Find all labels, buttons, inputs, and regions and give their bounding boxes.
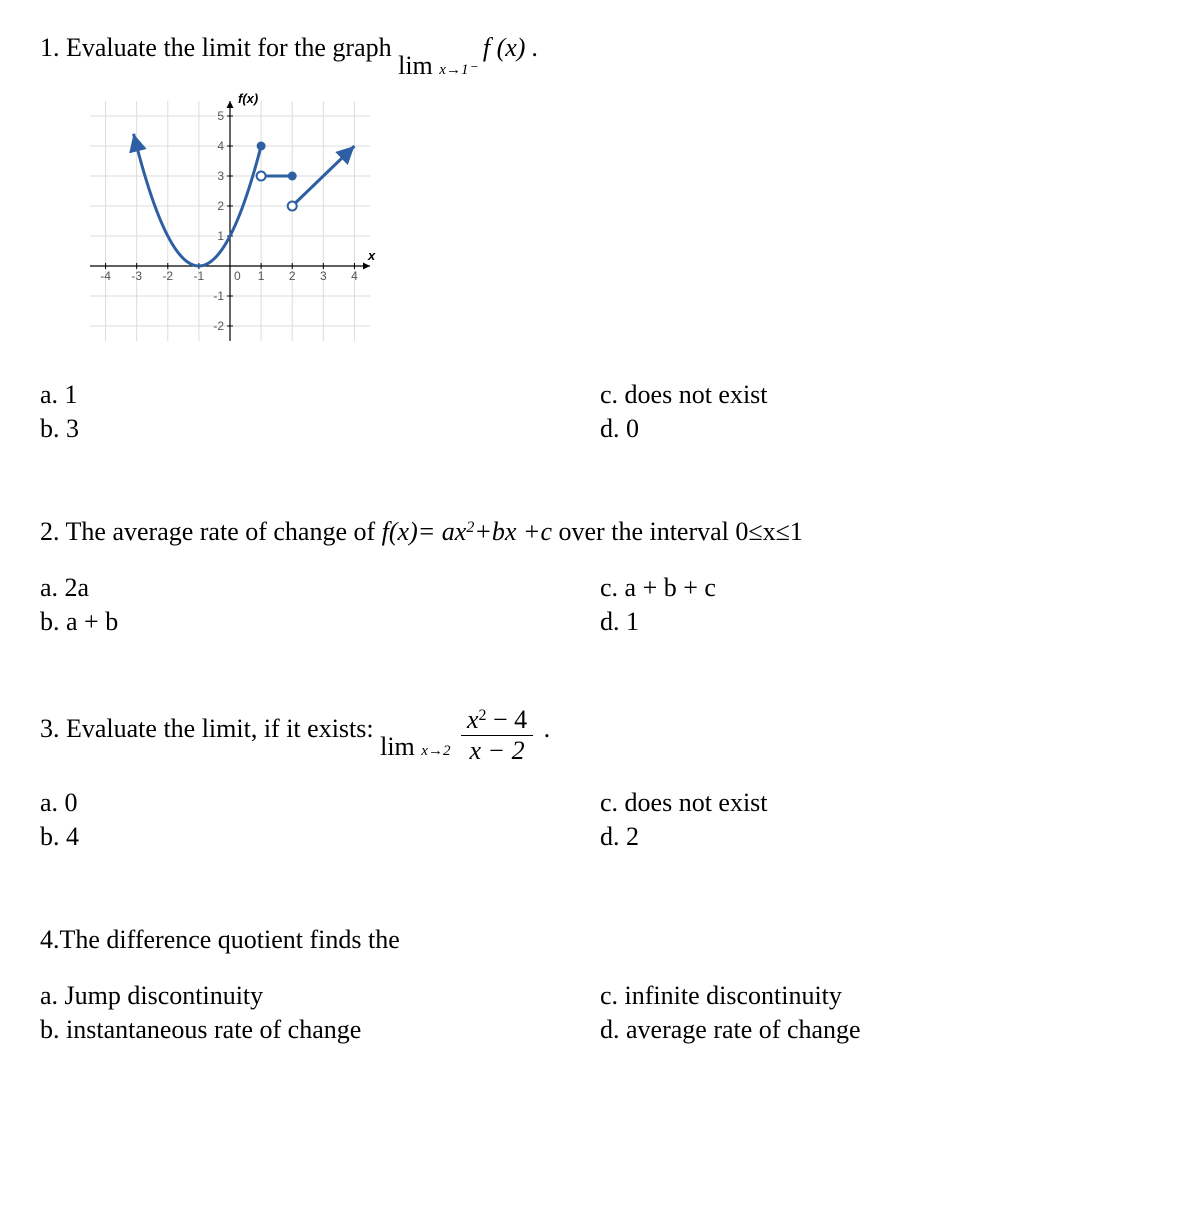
svg-text:3: 3 [217,169,224,183]
q1-prompt-suffix: f (x) . [483,33,539,62]
q1-ans-d: d. 0 [600,414,1120,444]
q3-lim-top: lim [380,732,415,761]
svg-text:-1: -1 [194,269,205,283]
q1-answers: a. 1 c. does not exist b. 3 d. 0 [40,380,1160,444]
q2-ans-a: a. 2a [40,573,560,603]
q1-ans-c: c. does not exist [600,380,1120,410]
q1-graph-svg: -4 -3 -2 -1 0 1 2 3 4 -2 -1 1 2 3 4 5 f(x) x [80,91,380,351]
q3-num-a: x [467,705,479,734]
svg-text:1: 1 [217,229,224,243]
q2-suffix: over the interval 0≤x≤1 [559,517,803,546]
q3-ans-b: b. 4 [40,822,560,852]
svg-text:-2: -2 [162,269,173,283]
q2-answers: a. 2a c. a + b + c b. a + b d. 1 [40,573,1160,637]
q1-lim-top: lim [398,51,433,80]
q3-num-b: − 4 [487,705,528,734]
svg-text:x: x [367,248,376,263]
q3-fraction: x2 − 4 x − 2 [461,707,533,764]
q1-lim-sub: x→1⁻ [439,62,476,78]
svg-text:2: 2 [217,199,224,213]
q1-ans-a: a. 1 [40,380,560,410]
q2-fn: f(x)= ax [382,517,467,546]
q4-ans-c: c. infinite discontinuity [600,981,1120,1011]
q3-ans-a: a. 0 [40,788,560,818]
q2-prefix: 2. The average rate of change of [40,517,382,546]
svg-text:-3: -3 [131,269,142,283]
q3-den: x − 2 [461,736,533,764]
q3-suffix: . [544,714,551,743]
q3-lim-sub: x→2 [421,743,450,759]
q3-ans-c: c. does not exist [600,788,1120,818]
q1-prompt-prefix: 1. Evaluate the limit for the graph [40,33,398,62]
svg-text:0: 0 [234,269,241,283]
q2-prompt: 2. The average rate of change of f(x)= a… [40,514,1160,549]
q1-ans-b: b. 3 [40,414,560,444]
q3-ans-d: d. 2 [600,822,1120,852]
q1-limit: lim x→1⁻ [398,53,476,79]
svg-text:-1: -1 [213,289,224,303]
svg-text:2: 2 [289,269,296,283]
q3-prompt: 3. Evaluate the limit, if it exists: lim… [40,707,1160,764]
question-2: 2. The average rate of change of f(x)= a… [40,514,1160,637]
q1-graph: -4 -3 -2 -1 0 1 2 3 4 -2 -1 1 2 3 4 5 f(x) x [80,91,1160,356]
q4-ans-a: a. Jump discontinuity [40,981,560,1011]
question-4: 4.The difference quotient finds the a. J… [40,922,1160,1045]
q3-prefix: 3. Evaluate the limit, if it exists: [40,714,380,743]
q2-fn-rest: +bx +c [474,517,552,546]
svg-text:5: 5 [217,109,224,123]
svg-text:3: 3 [320,269,327,283]
q3-answers: a. 0 c. does not exist b. 4 d. 2 [40,788,1160,852]
q4-ans-d: d. average rate of change [600,1015,1120,1045]
q3-num-sup: 2 [479,707,487,724]
svg-text:4: 4 [351,269,358,283]
q2-ans-b: b. a + b [40,607,560,637]
q3-limit: lim x→2 [380,734,450,760]
question-1: 1. Evaluate the limit for the graph lim … [40,30,1160,444]
svg-text:4: 4 [217,139,224,153]
q4-ans-b: b. instantaneous rate of change [40,1015,560,1045]
q2-ans-d: d. 1 [600,607,1120,637]
q2-ans-c: c. a + b + c [600,573,1120,603]
q4-answers: a. Jump discontinuity c. infinite discon… [40,981,1160,1045]
svg-text:-4: -4 [100,269,111,283]
svg-text:1: 1 [258,269,265,283]
q4-prompt: 4.The difference quotient finds the [40,922,1160,957]
svg-text:f(x): f(x) [238,91,258,106]
svg-text:-2: -2 [213,319,224,333]
question-3: 3. Evaluate the limit, if it exists: lim… [40,707,1160,852]
q1-prompt: 1. Evaluate the limit for the graph lim … [40,30,1160,79]
